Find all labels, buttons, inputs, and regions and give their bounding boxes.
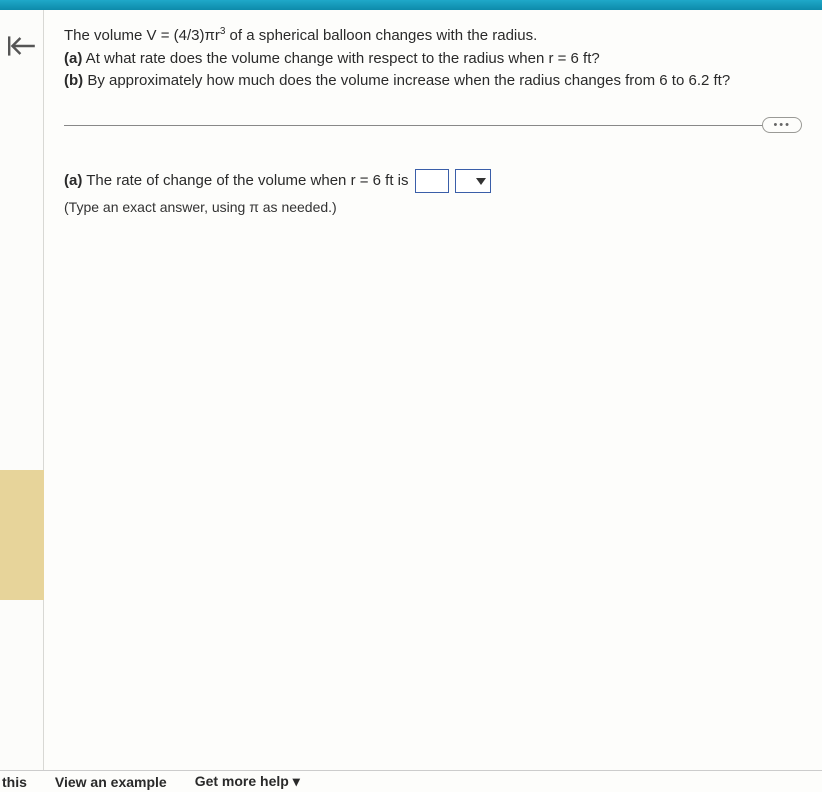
problem-part-a: (a) At what rate does the volume change … — [64, 48, 796, 71]
main-layout: The volume V = (4/3)πr3 of a spherical b… — [0, 10, 822, 770]
answer-input[interactable] — [415, 169, 449, 193]
answer-part-a-line: (a) The rate of change of the volume whe… — [64, 169, 796, 193]
problem-part-b: (b) By approximately how much does the v… — [64, 70, 796, 93]
sidebar-highlight — [0, 470, 44, 600]
problem-statement: The volume V = (4/3)πr3 of a spherical b… — [64, 24, 796, 93]
part-a-text: At what rate does the volume change with… — [82, 50, 599, 67]
part-b-text: By approximately how much does the volum… — [83, 72, 730, 89]
answer-part-a-label: (a) — [64, 172, 82, 189]
divider-row: ••• — [64, 115, 796, 135]
bottom-this-button[interactable]: this — [0, 774, 41, 790]
divider-line — [64, 125, 796, 126]
back-button[interactable] — [2, 32, 41, 65]
bottom-toolbar: this View an example Get more help ▾ — [0, 770, 822, 792]
problem-line-1: The volume V = (4/3)πr3 of a spherical b… — [64, 24, 796, 48]
get-more-help-button[interactable]: Get more help ▾ — [181, 773, 314, 790]
back-arrow-icon — [6, 32, 38, 60]
answer-area: (a) The rate of change of the volume whe… — [64, 169, 796, 215]
answer-hint: (Type an exact answer, using π as needed… — [64, 199, 796, 215]
answer-part-a-prompt: The rate of change of the volume when r … — [82, 172, 408, 189]
problem-line1-post: of a spherical balloon changes with the … — [225, 27, 537, 44]
view-example-button[interactable]: View an example — [41, 774, 181, 790]
answer-part-a: (a) The rate of change of the volume whe… — [64, 172, 409, 189]
unit-dropdown[interactable] — [455, 169, 491, 193]
part-b-label: (b) — [64, 72, 83, 89]
part-a-label: (a) — [64, 50, 82, 67]
content-area: The volume V = (4/3)πr3 of a spherical b… — [44, 10, 822, 770]
top-accent-bar — [0, 0, 822, 10]
left-sidebar — [0, 10, 44, 770]
more-options-button[interactable]: ••• — [762, 117, 802, 133]
problem-line1-pre: The volume V = (4/3)πr — [64, 27, 220, 44]
